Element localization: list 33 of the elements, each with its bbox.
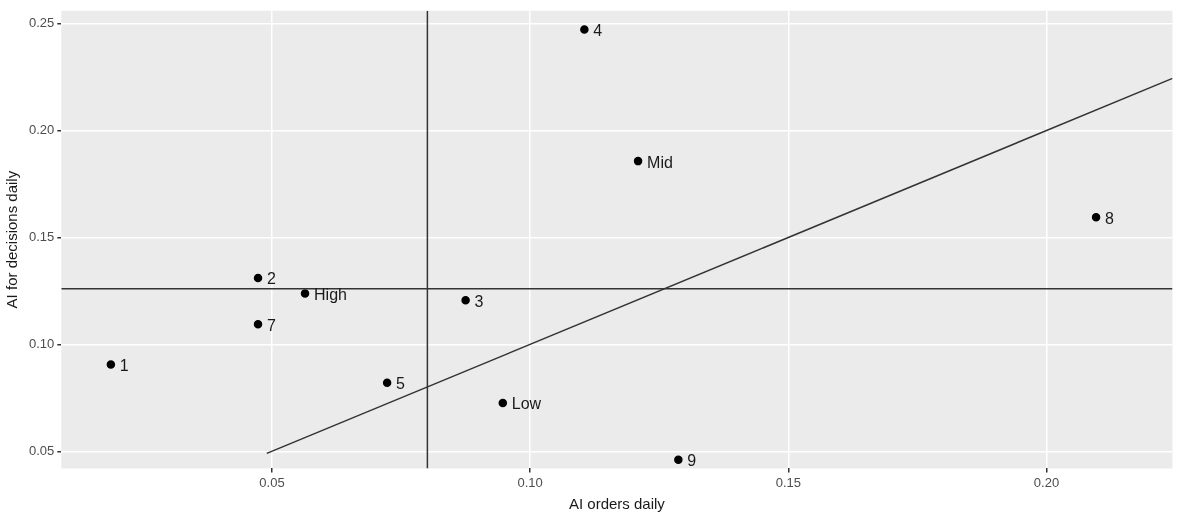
y-tick-label: 0.20	[28, 122, 55, 138]
annotation: 3	[474, 292, 484, 310]
point	[300, 289, 310, 298]
annotation: 2	[267, 270, 277, 288]
point	[1091, 213, 1101, 222]
point	[674, 455, 683, 465]
point	[382, 378, 392, 387]
point	[498, 398, 508, 408]
x-tick-label: 0.10	[517, 474, 543, 490]
annotation: 4	[593, 21, 603, 39]
point	[580, 25, 589, 34]
annotation: 7	[267, 316, 277, 334]
point	[106, 360, 116, 369]
y-tick-label: 0.25	[28, 15, 55, 31]
y-tick-label: 0.15	[28, 229, 55, 245]
annotation: 5	[396, 375, 406, 393]
x-tick-label: 0.05	[259, 474, 285, 490]
x-tick-label: 0.15	[775, 474, 801, 490]
y-tick-label: 0.05	[28, 442, 55, 458]
point	[253, 273, 263, 283]
point	[253, 320, 263, 329]
annotation: 1	[119, 356, 129, 374]
x-tick-label: 0.20	[1033, 474, 1060, 490]
annotation: 8	[1105, 209, 1115, 227]
point	[633, 156, 643, 166]
annotation: Mid	[647, 153, 673, 171]
annotation: High	[314, 285, 347, 303]
point	[461, 296, 470, 305]
y-axis-title: AI for decisions daily	[3, 170, 21, 309]
y-tick-label: 0.10	[28, 335, 55, 351]
x-axis-title: AI orders daily	[568, 495, 666, 513]
annotation: 9	[687, 452, 697, 470]
annotation: Low	[511, 395, 542, 413]
